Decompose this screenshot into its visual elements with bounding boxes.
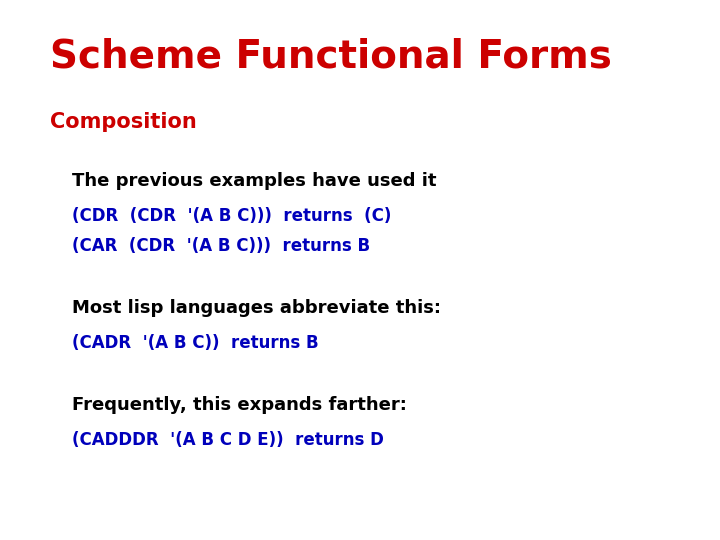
Text: Scheme Functional Forms: Scheme Functional Forms (50, 38, 612, 76)
Text: (CADR  '(A B C))  returns B: (CADR '(A B C)) returns B (72, 334, 319, 352)
Text: Frequently, this expands farther:: Frequently, this expands farther: (72, 396, 407, 414)
Text: Composition: Composition (50, 111, 197, 132)
Text: (CDR  (CDR  '(A B C)))  returns  (C): (CDR (CDR '(A B C))) returns (C) (72, 207, 392, 225)
Text: (CADDDR  '(A B C D E))  returns D: (CADDDR '(A B C D E)) returns D (72, 431, 384, 449)
Text: The previous examples have used it: The previous examples have used it (72, 172, 436, 190)
Text: (CAR  (CDR  '(A B C)))  returns B: (CAR (CDR '(A B C))) returns B (72, 237, 370, 255)
Text: Most lisp languages abbreviate this:: Most lisp languages abbreviate this: (72, 299, 441, 317)
